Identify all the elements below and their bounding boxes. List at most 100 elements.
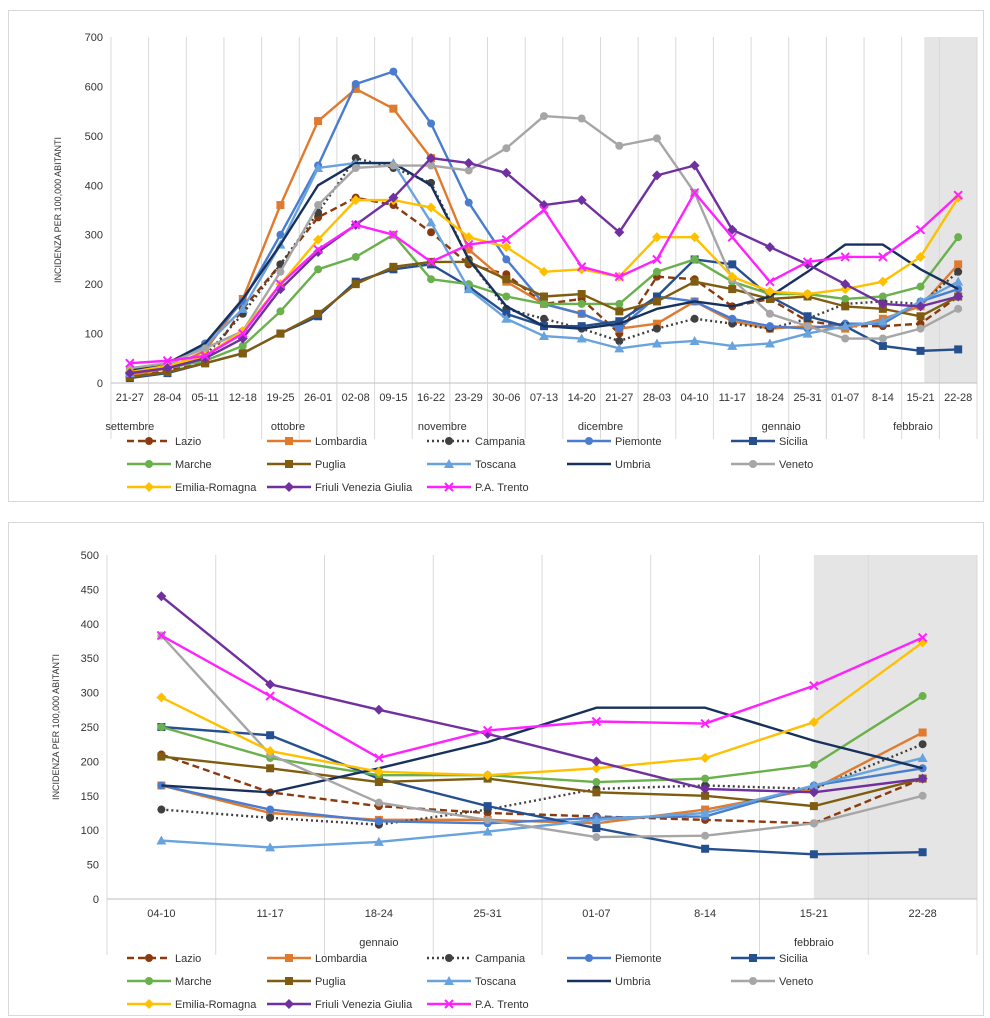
data-point: [614, 227, 625, 238]
y-tick-label: 450: [81, 584, 99, 596]
data-point: [916, 346, 925, 355]
data-point: [157, 752, 166, 761]
legend-label: Marche: [175, 976, 212, 988]
month-label: novembre: [418, 421, 467, 433]
data-point: [314, 117, 323, 126]
legend-item-toscana: Toscana: [427, 459, 517, 471]
y-tick-label: 400: [85, 180, 103, 192]
y-axis-title: INCIDENZA PER 100,000 ABITANTI: [51, 654, 61, 800]
data-point: [808, 787, 819, 798]
series-line: [129, 161, 959, 372]
data-point: [841, 302, 850, 311]
data-point: [539, 266, 549, 277]
legend-label: Piemonte: [615, 436, 661, 448]
data-point: [700, 718, 710, 729]
data-point: [427, 275, 436, 284]
legend-item-piemonte: Piemonte: [567, 436, 661, 448]
data-point: [700, 752, 711, 763]
y-tick-label: 400: [81, 619, 99, 631]
legend-label: Toscana: [475, 976, 517, 988]
data-point: [373, 766, 384, 777]
data-point: [266, 764, 275, 773]
x-tick-label: 01-07: [582, 908, 610, 920]
x-tick-label: 25-31: [793, 392, 821, 404]
data-point: [483, 815, 492, 824]
legend-item-veneto: Veneto: [731, 459, 813, 471]
data-point: [482, 770, 493, 781]
y-tick-label: 50: [87, 860, 99, 872]
data-point: [954, 260, 963, 269]
data-point: [878, 334, 887, 343]
data-point: [502, 144, 511, 153]
data-point: [238, 341, 247, 350]
data-point: [727, 224, 738, 235]
x-tick-label: 15-21: [800, 908, 828, 920]
data-point: [954, 304, 963, 313]
legend-marker: [444, 459, 454, 468]
legend-label: Puglia: [315, 976, 346, 988]
y-tick-label: 300: [81, 688, 99, 700]
data-point: [482, 826, 493, 836]
data-point: [651, 170, 662, 181]
data-point: [803, 322, 812, 331]
x-tick-label: 25-31: [474, 908, 502, 920]
data-point: [388, 230, 399, 240]
data-point: [237, 303, 248, 313]
legend-item-lazio: Lazio: [127, 436, 201, 448]
data-point: [265, 842, 276, 852]
data-point: [464, 245, 473, 254]
data-point: [464, 166, 473, 175]
data-point: [162, 356, 173, 366]
data-point: [389, 161, 398, 170]
legend-item-campania: Campania: [427, 436, 526, 448]
legend-label: Piemonte: [615, 953, 661, 965]
x-tick-label: 19-25: [266, 392, 294, 404]
data-point: [351, 252, 360, 261]
x-tick-label: 30-06: [492, 392, 520, 404]
legend-label: Sicilia: [779, 436, 809, 448]
data-point: [652, 324, 661, 333]
legend-label: Campania: [475, 436, 526, 448]
legend-marker: [285, 460, 293, 468]
chart-1: 0 100 200 300 400 500 600 700 INCIDENZA PER 100,…: [53, 32, 978, 494]
data-point: [701, 791, 710, 800]
data-point: [540, 112, 548, 121]
data-point: [916, 312, 925, 321]
shaded-region: [813, 555, 977, 899]
month-label: ottobre: [271, 421, 305, 433]
data-point: [389, 104, 398, 113]
month-label: settembre: [105, 421, 154, 433]
legend-marker: [145, 977, 153, 985]
data-point: [877, 298, 888, 309]
data-point: [540, 314, 548, 323]
legend-label: Lazio: [175, 436, 201, 448]
y-tick-label: 300: [85, 230, 103, 242]
x-tick-label: 8-14: [872, 392, 894, 404]
x-tick-label: 22-28: [909, 908, 937, 920]
data-point: [591, 716, 602, 727]
legend-item-sicilia: Sicilia: [731, 436, 809, 448]
x-tick-label: 21-27: [116, 392, 144, 404]
data-point: [502, 255, 511, 264]
data-point: [313, 234, 324, 245]
data-point: [314, 265, 323, 274]
data-point: [351, 84, 360, 93]
legend-marker: [144, 482, 154, 492]
data-point: [809, 802, 818, 811]
legend-marker: [445, 954, 453, 962]
legend-item-p-a-trento: P.A. Trento: [427, 482, 529, 494]
x-tick-label: 18-24: [365, 908, 393, 920]
data-point: [915, 296, 926, 306]
data-point: [615, 317, 624, 326]
series-p-a-trento: [156, 630, 928, 763]
data-point: [501, 242, 512, 253]
series-line: [129, 114, 959, 370]
x-tick-label: 05-11: [191, 392, 218, 404]
legend-marker: [444, 999, 454, 1009]
data-point: [373, 836, 384, 846]
legend-item-marche: Marche: [127, 459, 212, 471]
data-point: [689, 160, 700, 171]
series-line: [160, 753, 924, 825]
data-point: [156, 630, 167, 641]
x-tick-label: 8-14: [694, 908, 716, 920]
